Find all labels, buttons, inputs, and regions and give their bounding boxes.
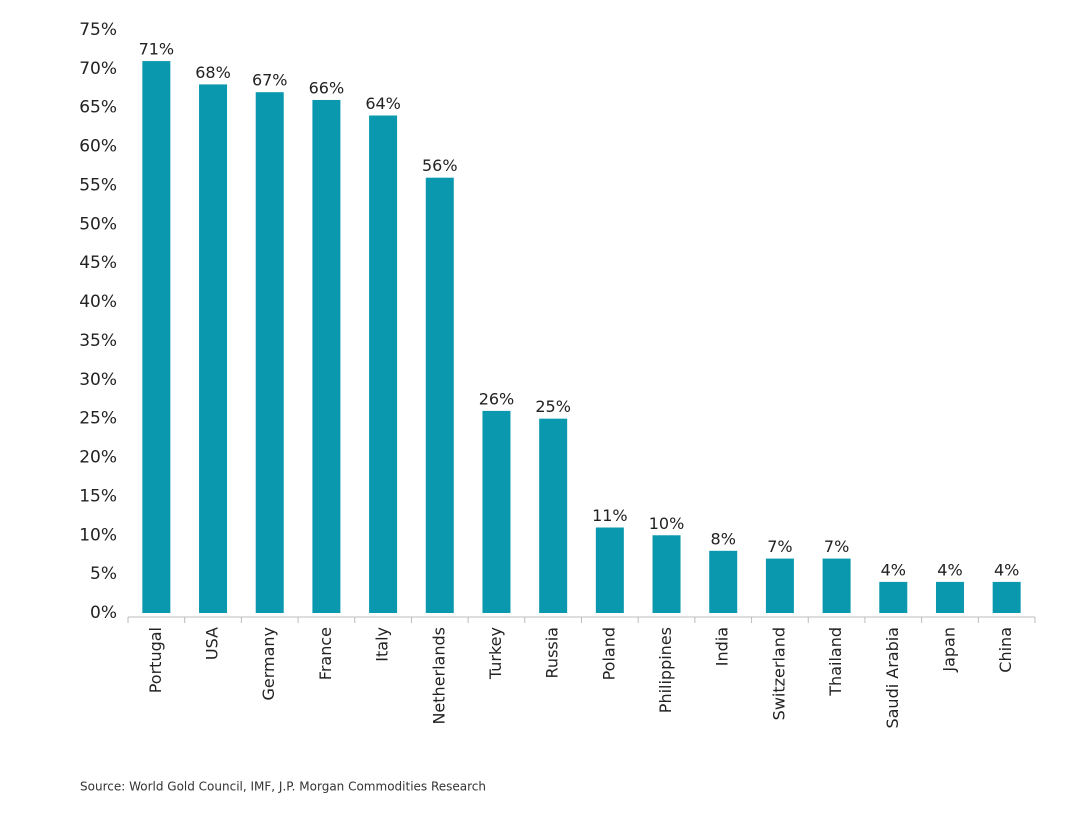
x-tick-label: Netherlands: [429, 627, 448, 725]
y-tick-label: 35%: [79, 331, 117, 351]
bar: [539, 418, 568, 613]
bar: [709, 550, 738, 613]
x-tick-label: Germany: [259, 627, 278, 701]
value-label: 4%: [994, 560, 1019, 579]
bar: [652, 535, 681, 613]
y-tick-label: 15%: [79, 486, 117, 506]
value-label: 66%: [309, 78, 345, 97]
x-tick-label: Turkey: [486, 627, 505, 680]
y-tick-label: 5%: [90, 564, 117, 584]
bar: [312, 99, 341, 613]
y-tick-label: 45%: [79, 253, 117, 273]
value-label: 56%: [422, 156, 458, 175]
value-label: 8%: [711, 529, 736, 548]
source: Source: World Gold Council, IMF, J.P. Mo…: [80, 780, 486, 794]
bar: [879, 581, 908, 613]
value-label: 4%: [881, 560, 906, 579]
bar: [199, 84, 228, 613]
value-label: 7%: [767, 537, 792, 556]
x-tick-label: Italy: [373, 627, 392, 662]
value-label: 25%: [535, 397, 571, 416]
x-tick-label: China: [996, 627, 1015, 673]
value-label: 67%: [252, 71, 288, 90]
bar: [595, 527, 624, 613]
y-tick-label: 65%: [79, 98, 117, 118]
value-label: 68%: [195, 63, 231, 82]
x-tick-label: USA: [203, 627, 222, 660]
x-tick-label: Japan: [939, 627, 958, 673]
y-tick-label: 25%: [79, 409, 117, 429]
x-tick-label: Switzerland: [769, 627, 788, 720]
y-tick-label: 30%: [79, 370, 117, 390]
x-tick-label: India: [713, 627, 732, 666]
x-tick-label: Portugal: [146, 627, 165, 693]
y-tick-label: 40%: [79, 292, 117, 312]
y-tick-label: 10%: [79, 525, 117, 545]
value-label: 10%: [649, 514, 685, 533]
bar: [992, 581, 1021, 613]
x-tick-label: Thailand: [826, 627, 845, 697]
y-tick-label: 20%: [79, 448, 117, 468]
value-label: 71%: [139, 40, 175, 59]
x-tick-label: Philippines: [656, 627, 675, 713]
x-tick-label: Poland: [599, 627, 618, 680]
bar: [425, 177, 454, 613]
bar: [142, 61, 171, 614]
value-label: 4%: [937, 560, 962, 579]
x-tick-label: France: [316, 627, 335, 680]
y-tick-label: 0%: [90, 603, 117, 623]
y-tick-label: 50%: [79, 214, 117, 234]
y-tick-label: 55%: [79, 175, 117, 195]
value-label: 11%: [592, 506, 628, 525]
bar: [369, 115, 398, 614]
bar: [255, 92, 284, 614]
value-label: 26%: [479, 389, 515, 408]
y-tick-label: 70%: [79, 59, 117, 79]
x-tick-label: Russia: [543, 627, 562, 678]
bar: [935, 581, 964, 613]
bar: [822, 558, 851, 613]
y-tick-label: 75%: [79, 20, 117, 40]
bar: [482, 410, 511, 613]
x-tick-label: Saudi Arabia: [883, 627, 902, 729]
bar: [765, 558, 794, 613]
value-label: 7%: [824, 537, 849, 556]
y-tick-label: 60%: [79, 137, 117, 157]
value-label: 64%: [365, 94, 401, 113]
